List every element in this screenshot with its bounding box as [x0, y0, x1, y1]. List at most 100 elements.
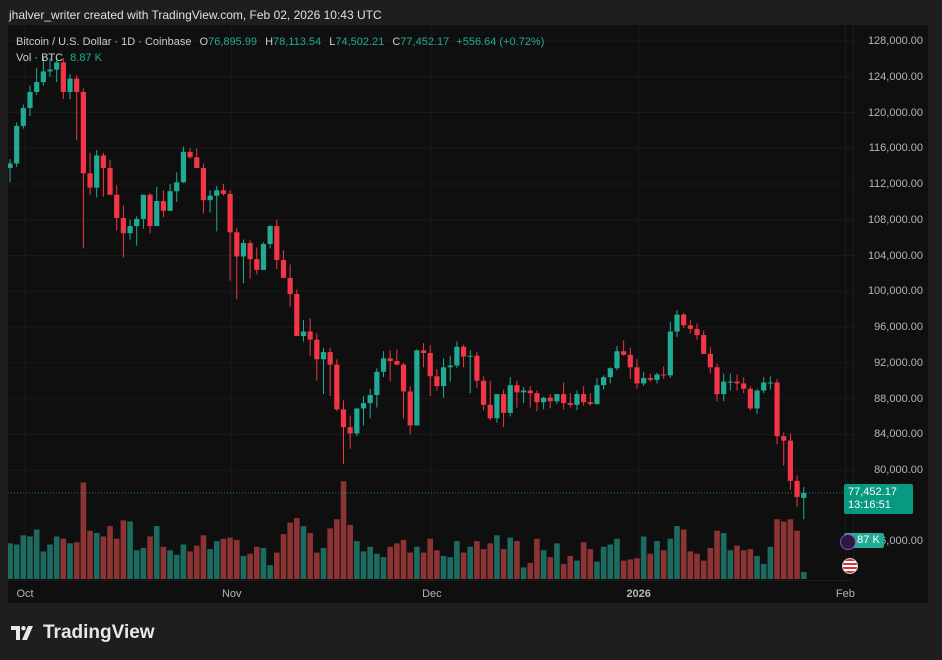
candle	[340, 409, 347, 428]
candle	[781, 436, 787, 441]
volume-bar	[334, 519, 340, 579]
volume-bar	[253, 546, 260, 579]
candle	[547, 397, 553, 402]
candle	[427, 353, 433, 377]
candle	[354, 408, 360, 434]
volume-bar	[467, 546, 474, 579]
candlestick-plot[interactable]	[8, 25, 853, 580]
volume-bar	[554, 543, 560, 579]
close-value: 77,452.17	[400, 36, 450, 48]
volume-bar	[494, 535, 500, 579]
candle	[214, 190, 220, 196]
bar-countdown: 13:16:51	[848, 499, 891, 511]
volume-bar	[614, 538, 620, 579]
volume-bar	[53, 536, 60, 579]
candle	[274, 226, 280, 261]
volume-bar	[580, 542, 587, 579]
volume-bar	[287, 522, 293, 579]
candle	[487, 404, 493, 419]
candle	[360, 403, 367, 409]
candle	[654, 374, 660, 380]
candle	[147, 194, 153, 227]
volume-bar	[694, 553, 700, 579]
us-flag-event-icon[interactable]	[842, 558, 858, 574]
volume-label[interactable]: Vol · BTC	[16, 52, 64, 64]
candle	[120, 218, 126, 234]
candle	[701, 335, 707, 354]
time-tick: Dec	[422, 588, 442, 600]
volume-bar	[607, 544, 614, 579]
volume-bar	[487, 543, 494, 579]
candle	[681, 314, 687, 326]
volume-bar	[400, 539, 407, 579]
volume-bar	[774, 519, 780, 579]
candle	[200, 167, 207, 201]
candle	[314, 339, 320, 360]
volume-bar	[767, 546, 774, 579]
candle	[687, 325, 693, 329]
volume-bar	[447, 557, 454, 579]
candle	[20, 108, 26, 126]
volume-bar	[500, 549, 507, 579]
tradingview-logo[interactable]: TradingView	[11, 622, 155, 644]
price-axis[interactable]: 128,000.00 124,000.00 120,000.00 116,000.00…	[853, 25, 929, 580]
volume-bar	[407, 552, 413, 579]
volume-bar	[747, 549, 754, 579]
candle	[407, 391, 413, 426]
volume-bar	[620, 560, 627, 579]
volume-bar	[227, 537, 233, 579]
candle	[207, 195, 213, 201]
volume-bar	[414, 546, 420, 579]
volume-bar	[87, 530, 93, 579]
candle	[741, 383, 747, 389]
price-tick: 104,000.00	[867, 249, 923, 262]
volume-bar	[800, 572, 807, 579]
candle	[234, 232, 240, 257]
candle	[627, 354, 633, 368]
price-tick: 80,000.00	[874, 464, 923, 477]
candle	[280, 260, 287, 278]
price-tick: 112,000.00	[868, 178, 923, 191]
volume-bar	[20, 535, 27, 579]
candle	[254, 259, 260, 270]
candle	[240, 243, 247, 257]
volume-bar	[527, 562, 534, 579]
candle	[420, 350, 427, 354]
chart-panel[interactable]: Bitcoin / U.S. Dollar · 1D · Coinbase O7…	[8, 25, 928, 603]
candle	[47, 69, 53, 72]
volume-bar	[247, 553, 253, 579]
price-tick: 96,000.00	[874, 321, 923, 334]
volume-bar	[647, 553, 654, 579]
candle	[727, 381, 733, 383]
candle	[674, 314, 680, 332]
price-tick: 84,000.00	[874, 428, 923, 441]
volume-bar	[33, 529, 40, 579]
candle	[480, 380, 487, 405]
close-label: C	[392, 36, 401, 48]
symbol-label[interactable]: Bitcoin / U.S. Dollar · 1D · Coinbase	[16, 36, 192, 48]
time-tick: 2026	[626, 588, 651, 600]
candle	[94, 155, 100, 188]
candle	[454, 346, 460, 366]
volume-bar	[707, 547, 714, 579]
candle	[474, 355, 480, 381]
candle	[520, 390, 527, 393]
candle	[507, 385, 513, 413]
volume-bar	[300, 526, 307, 579]
volume-bar	[440, 556, 447, 579]
time-axis[interactable]: Oct Nov Dec 2026 Feb	[8, 580, 855, 604]
candle	[581, 394, 587, 403]
candle	[187, 151, 193, 158]
volume-bar	[374, 553, 380, 579]
candle	[267, 226, 273, 244]
candle	[107, 167, 113, 195]
volume-bar	[480, 549, 487, 579]
candle	[67, 78, 73, 92]
volume-bar	[740, 550, 747, 579]
volume-bar	[687, 551, 694, 579]
lightning-event-icon[interactable]	[840, 534, 856, 550]
candle	[647, 378, 653, 380]
candle	[500, 394, 507, 413]
candle	[761, 382, 767, 391]
volume-bar	[507, 537, 514, 579]
